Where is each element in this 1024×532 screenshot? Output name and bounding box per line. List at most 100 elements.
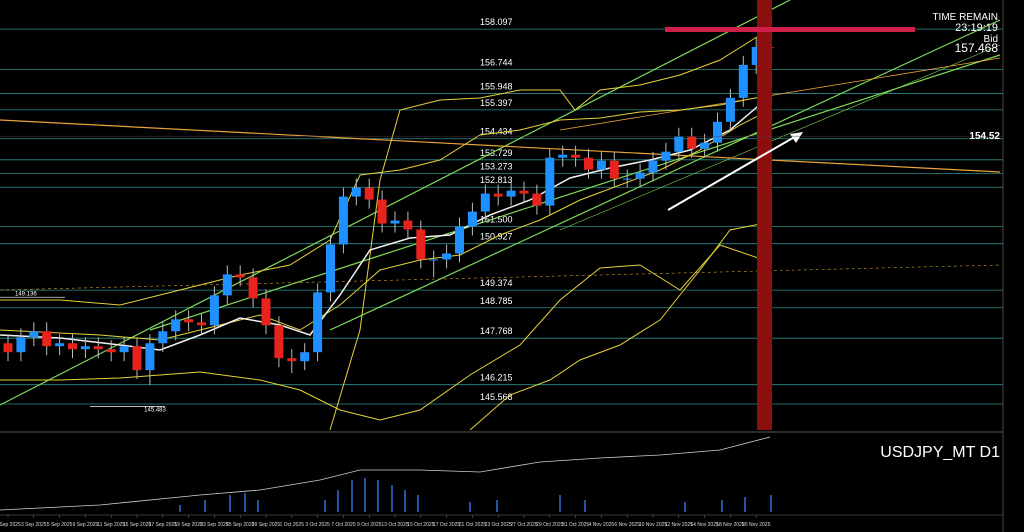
candle-body <box>480 193 490 212</box>
candle-body <box>222 274 232 296</box>
x-tick-label: 25 Sep 2025 <box>226 522 255 528</box>
x-tick-label: 29 Sep 2025 <box>252 522 281 528</box>
trend-line <box>149 54 1001 331</box>
level-label: 149.374 <box>480 278 513 288</box>
x-tick-label: 1 Oct 2025 <box>280 522 305 528</box>
x-tick-label: 31 Oct 2025 <box>562 522 589 528</box>
candle-body <box>364 187 374 200</box>
trend-lines <box>0 0 1001 406</box>
trend-line <box>0 264 1001 291</box>
trend-line <box>559 44 1001 231</box>
extreme-label: 145.483 <box>144 408 166 414</box>
level-label: 152.813 <box>480 175 513 185</box>
candle-body <box>42 331 52 347</box>
band <box>0 244 771 421</box>
candle-body <box>197 322 206 326</box>
candle-body <box>158 331 168 344</box>
x-tick-label: 18 Nov 2025 <box>716 522 745 528</box>
indicator-line <box>0 436 771 511</box>
candle-body <box>661 151 671 161</box>
x-tick-label: 15 Oct 2025 <box>407 522 434 528</box>
candle-body <box>93 346 103 350</box>
x-tick-label: 12 Nov 2025 <box>665 522 694 528</box>
level-lines: 158.097 156.744 155.948 155.397 154.434 153.7… <box>0 17 1003 414</box>
price-marker-bar <box>665 27 915 32</box>
candle-body <box>442 253 452 260</box>
candle-body <box>248 277 258 299</box>
candle-body <box>545 157 555 206</box>
candle-body <box>687 136 697 149</box>
level-label: 145.568 <box>480 392 513 402</box>
candle-body <box>648 160 658 173</box>
candle-body <box>80 346 90 350</box>
time-remain: 23:19:19 <box>955 22 998 34</box>
candle-body <box>300 352 310 362</box>
x-tick-label: 15 Sep 2025 <box>123 522 152 528</box>
arrow-head <box>790 132 803 143</box>
x-tick-label: 17 Sep 2025 <box>149 522 178 528</box>
candle-body <box>493 193 503 197</box>
candle-body <box>261 298 271 326</box>
x-tick-label: 10 Nov 2025 <box>639 522 668 528</box>
x-tick-label: 5 Sep 2025 <box>47 522 73 528</box>
candle-body <box>3 343 13 353</box>
price-marker-label: 154.52 <box>969 131 1000 142</box>
candle-body <box>106 349 116 353</box>
candle-body <box>506 190 516 197</box>
bid: 157.468 <box>955 41 999 55</box>
candle-body <box>29 331 39 338</box>
symbol: USDJPY_MT D1 <box>880 444 1000 461</box>
band <box>0 94 771 306</box>
candle-body <box>390 220 400 224</box>
time-marker <box>757 0 772 430</box>
x-tick-label: 21 Oct 2025 <box>459 522 486 528</box>
candle-body <box>635 172 645 179</box>
level-label: 153.729 <box>480 148 513 158</box>
x-tick-label: 14 Nov 2025 <box>690 522 719 528</box>
bid-label: Bid <box>984 34 998 45</box>
arrow <box>667 134 799 211</box>
histogram <box>179 478 772 512</box>
level-label: 156.744 <box>480 58 513 68</box>
trend-line <box>0 119 1001 173</box>
candle-body <box>338 196 348 245</box>
level-label: 154.434 <box>480 127 513 137</box>
x-tick-label: 9 Oct 2025 <box>357 522 382 528</box>
x-tick-label: 19 Sep 2025 <box>174 522 203 528</box>
candle-body <box>55 343 65 347</box>
level-label: 158.097 <box>480 17 513 27</box>
band <box>329 34 761 431</box>
moving-average <box>0 95 771 351</box>
candle-body <box>532 193 542 206</box>
x-tick-label: 4 Nov 2025 <box>589 522 615 528</box>
candle-body <box>145 343 155 371</box>
candle-body <box>725 97 735 122</box>
candle-body <box>287 358 297 362</box>
candle-body <box>674 136 684 152</box>
level-label: 155.397 <box>480 98 513 108</box>
candle-body <box>351 187 361 197</box>
candle-body <box>429 259 439 261</box>
level-label: 148.785 <box>480 296 513 306</box>
candle-body <box>622 178 632 180</box>
candle-body <box>558 154 568 158</box>
x-tick-label: 23 Oct 2025 <box>485 522 512 528</box>
trend-line <box>329 19 1001 331</box>
x-tick-label: 20 Nov 2025 <box>742 522 771 528</box>
x-tick-label: 17 Oct 2025 <box>433 522 460 528</box>
level-label: 155.948 <box>480 81 513 91</box>
candle-body <box>713 121 722 143</box>
x-tick-label: 29 Oct 2025 <box>536 522 563 528</box>
x-tick-label: 3 Oct 2025 <box>305 522 330 528</box>
extreme-label: 149.136 <box>15 291 37 297</box>
x-tick-label: 9 Sep 2025 <box>73 522 99 528</box>
candle-body <box>119 346 129 353</box>
x-tick-label: 3 Sep 2025 <box>21 522 47 528</box>
candle-body <box>519 190 529 194</box>
candle-body <box>609 160 619 179</box>
level-label: 151.500 <box>480 215 513 225</box>
candle-body <box>455 226 464 254</box>
candle-body <box>467 211 477 227</box>
x-tick-label: 1 Sep 2025 <box>0 522 21 528</box>
